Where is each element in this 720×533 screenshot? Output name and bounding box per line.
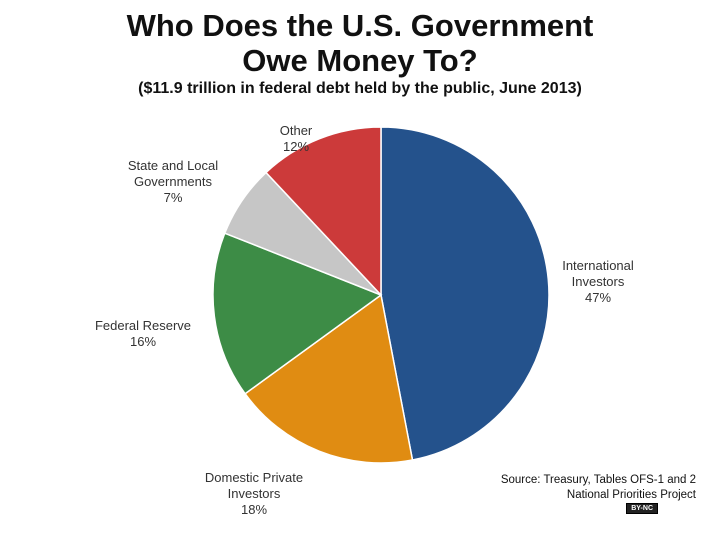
source: Source: Treasury, Tables OFS-1 and 2 — [500, 474, 696, 486]
slice-label: Other — [279, 123, 313, 138]
value-label: 7% — [163, 190, 183, 205]
value-label: 18% — [240, 502, 268, 517]
pie-slice — [212, 232, 383, 395]
value-label: 47% — [584, 290, 612, 305]
slice-label: International Investors — [562, 258, 634, 289]
pie-slice — [380, 126, 550, 461]
value-label: 16% — [129, 334, 157, 349]
slice-label: Federal Reserve — [94, 318, 192, 333]
source: National Priorities Project — [566, 489, 696, 501]
chart-title: Who Does the U.S. Government Owe Money T… — [126, 8, 594, 78]
chart-subtitle: ($11.9 trillion in federal debt held by … — [138, 80, 582, 97]
license-badge: BY-NC — [626, 503, 658, 514]
slice-label: Domestic Private Investors — [204, 470, 304, 501]
value-label: 12% — [282, 139, 310, 154]
pie-slice — [244, 293, 414, 464]
pie-slice — [264, 126, 382, 297]
slice-label: State and Local Governments — [127, 158, 219, 189]
